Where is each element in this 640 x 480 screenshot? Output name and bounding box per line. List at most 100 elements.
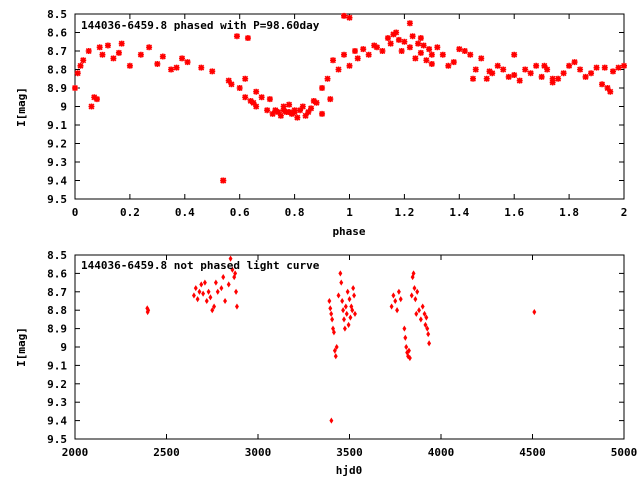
data-point [258, 94, 265, 101]
data-points [72, 12, 627, 184]
data-point [360, 46, 367, 53]
data-point [396, 288, 401, 295]
data-point [456, 46, 463, 53]
y-tick-label: 8.6 [47, 267, 67, 280]
data-point [599, 81, 606, 88]
data-point [342, 316, 346, 323]
data-point [93, 96, 100, 103]
data-point [593, 64, 600, 71]
data-point [538, 73, 545, 80]
y-tick-label: 9.2 [47, 138, 67, 151]
data-point [242, 75, 249, 82]
data-point [305, 109, 312, 116]
data-point [110, 55, 117, 62]
data-point [233, 33, 240, 40]
x-tick-label: 4500 [519, 446, 546, 459]
data-point [324, 75, 331, 82]
data-point [413, 296, 418, 303]
data-point [365, 51, 372, 58]
data-point [299, 103, 306, 110]
data-point [346, 321, 351, 328]
data-point [336, 292, 341, 299]
y-tick-label: 8.9 [47, 323, 67, 336]
data-point [286, 101, 293, 108]
data-point [395, 36, 402, 43]
data-point [407, 347, 411, 354]
data-point [250, 99, 257, 106]
x-tick-label: 0 [72, 206, 79, 219]
data-point [500, 66, 507, 73]
data-point [527, 70, 534, 77]
data-point [621, 62, 627, 69]
data-point [206, 288, 211, 295]
data-point [412, 285, 417, 292]
data-point [420, 303, 425, 310]
data-point [154, 60, 161, 67]
data-point [422, 310, 427, 317]
data-point [195, 296, 200, 303]
data-point [213, 279, 218, 286]
data-point [393, 297, 398, 305]
data-point [415, 40, 422, 47]
x-tick-label: 0.4 [175, 206, 195, 219]
data-point [470, 75, 477, 82]
data-point [391, 292, 396, 299]
y-axis-label: I[mag] [15, 327, 28, 367]
data-point [350, 307, 355, 314]
data-point [345, 288, 350, 295]
x-tick-label: 3000 [245, 446, 272, 459]
data-point [351, 48, 358, 54]
data-point [450, 59, 457, 66]
x-tick-label: 4000 [428, 446, 455, 459]
data-point [334, 343, 339, 351]
data-point [402, 325, 407, 332]
data-point [319, 110, 326, 117]
data-point [461, 48, 468, 54]
data-point [272, 107, 279, 114]
data-point [428, 51, 435, 58]
plot-frame [74, 13, 625, 200]
data-point [379, 48, 386, 54]
data-point [198, 64, 205, 71]
data-point [348, 314, 353, 321]
data-point [415, 288, 420, 295]
data-point [328, 305, 333, 312]
data-point [373, 44, 380, 51]
data-point [401, 38, 408, 45]
data-point [393, 29, 400, 36]
data-point [329, 417, 334, 424]
y-tick-label: 9.1 [47, 119, 67, 132]
data-point [335, 66, 342, 73]
data-point [423, 321, 428, 328]
data-point [74, 70, 81, 77]
data-point [351, 285, 356, 292]
data-point [483, 75, 490, 82]
data-point [199, 281, 204, 288]
data-point [342, 325, 347, 332]
data-point [588, 70, 595, 77]
x-tick-label: 1 [346, 206, 353, 219]
data-point [417, 307, 421, 314]
data-point [533, 62, 540, 69]
data-point [330, 57, 337, 64]
x-tick-label: 2500 [153, 446, 180, 459]
data-point [234, 288, 238, 295]
data-point [104, 42, 111, 49]
data-point [398, 296, 403, 303]
data-point [193, 285, 198, 292]
data-point [384, 35, 391, 42]
data-point [244, 35, 251, 42]
data-point [439, 51, 446, 58]
data-point [404, 343, 409, 351]
data-point [338, 270, 343, 277]
data-point [354, 55, 361, 62]
data-point [417, 35, 424, 42]
data-point [541, 62, 548, 69]
data-point [319, 85, 326, 91]
data-point [494, 62, 501, 69]
y-tick-label: 8.9 [47, 82, 67, 95]
data-point [327, 96, 334, 103]
data-point [427, 340, 432, 347]
plot-frame [74, 254, 625, 440]
y-axis-label: I[mag] [15, 87, 28, 127]
